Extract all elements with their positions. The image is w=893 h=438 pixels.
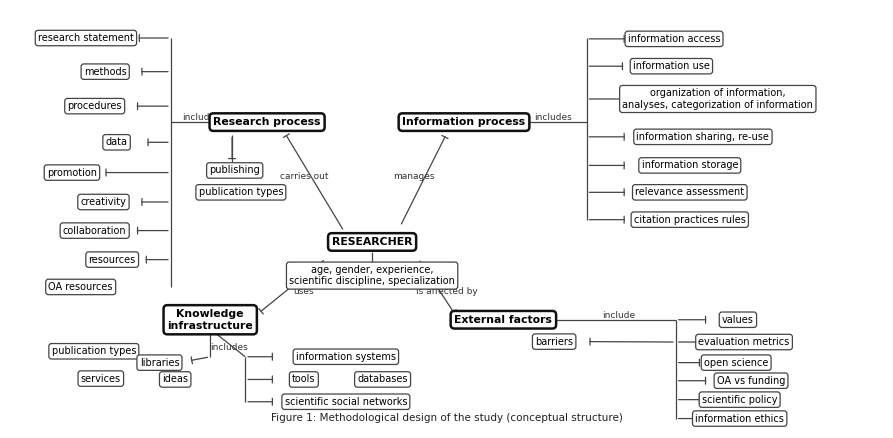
Text: carries out: carries out (280, 172, 328, 181)
Text: ideas: ideas (163, 374, 188, 385)
Text: Knowledge
infrastructure: Knowledge infrastructure (167, 309, 253, 331)
Text: services: services (80, 374, 121, 384)
Text: Figure 1: Methodological design of the study (conceptual structure): Figure 1: Methodological design of the s… (271, 413, 622, 423)
Text: data: data (105, 137, 128, 147)
Text: External factors: External factors (455, 315, 553, 325)
Text: promotion: promotion (47, 168, 97, 177)
Text: information ethics: information ethics (696, 413, 784, 424)
Text: OA vs funding: OA vs funding (717, 376, 785, 386)
Text: publishing: publishing (209, 166, 260, 176)
Text: open science: open science (704, 358, 768, 367)
Text: information storage: information storage (641, 160, 738, 170)
Text: information use: information use (633, 61, 710, 71)
Text: creativity: creativity (80, 197, 127, 207)
Text: includes: includes (534, 113, 572, 122)
Text: methods: methods (84, 67, 127, 77)
Text: Research process: Research process (213, 117, 321, 127)
Text: barriers: barriers (535, 337, 573, 346)
Text: uses: uses (294, 286, 314, 296)
Text: procedures: procedures (68, 101, 122, 111)
Text: scientific policy: scientific policy (702, 395, 778, 405)
Text: research statement: research statement (38, 33, 134, 43)
Text: is affected by: is affected by (415, 286, 478, 296)
Text: information systems: information systems (296, 352, 396, 362)
Text: resources: resources (88, 254, 136, 265)
Text: values: values (722, 315, 754, 325)
Text: RESEARCHER: RESEARCHER (332, 237, 413, 247)
Text: databases: databases (357, 374, 408, 385)
Text: relevance assessment: relevance assessment (635, 187, 745, 198)
Text: information access: information access (628, 34, 721, 44)
Text: includes: includes (211, 343, 248, 352)
Text: citation practices rules: citation practices rules (634, 215, 746, 225)
Text: include: include (603, 311, 636, 320)
Text: age, gender, experience,
scientific discipline, specialization: age, gender, experience, scientific disc… (289, 265, 455, 286)
Text: Information process: Information process (403, 117, 526, 127)
Text: publication types: publication types (52, 346, 136, 356)
Text: manages: manages (394, 172, 435, 181)
Text: tools: tools (292, 374, 315, 385)
Text: information sharing, re-use: information sharing, re-use (637, 132, 770, 142)
Text: scientific social networks: scientific social networks (285, 397, 407, 407)
Text: collaboration: collaboration (63, 226, 127, 236)
Text: includes: includes (182, 113, 221, 122)
Text: organization of information,
analyses, categorization of information: organization of information, analyses, c… (622, 88, 814, 110)
Text: publication types: publication types (198, 187, 283, 198)
Text: evaluation metrics: evaluation metrics (698, 337, 789, 347)
Text: OA resources: OA resources (48, 282, 113, 292)
Text: libraries: libraries (139, 358, 179, 367)
